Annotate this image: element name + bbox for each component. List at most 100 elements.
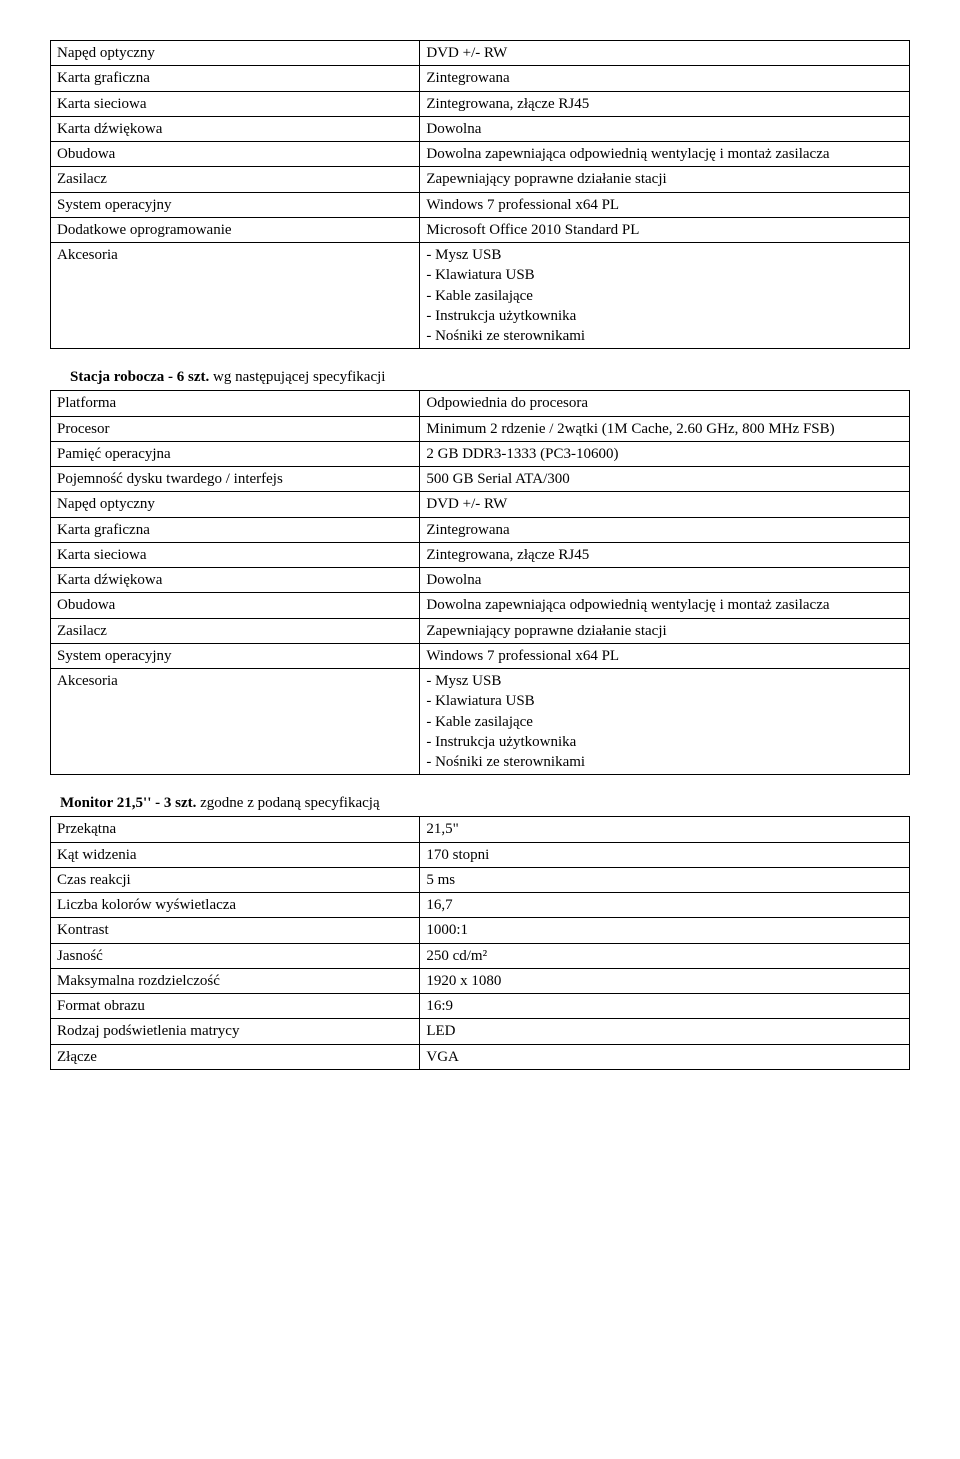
spec-value: 2 GB DDR3-1333 (PC3-10600) [420,441,910,466]
table-row: Karta dźwiękowaDowolna [51,116,910,141]
table-row: Czas reakcji5 ms [51,867,910,892]
table-row: Pamięć operacyjna2 GB DDR3-1333 (PC3-106… [51,441,910,466]
spec-value: Zintegrowana, złącze RJ45 [420,542,910,567]
spec-label: Czas reakcji [51,867,420,892]
spec-label: Liczba kolorów wyświetlacza [51,893,420,918]
spec-label: Dodatkowe oprogramowanie [51,217,420,242]
table-row: PlatformaOdpowiednia do procesora [51,391,910,416]
spec-value: Microsoft Office 2010 Standard PL [420,217,910,242]
table-row: Akcesoria- Mysz USB- Klawiatura USB- Kab… [51,669,910,775]
spec-label: Obudowa [51,142,420,167]
spec-label: Akcesoria [51,669,420,775]
table-row: Kąt widzenia170 stopni [51,842,910,867]
spec-table-1: Napęd optycznyDVD +/- RWKarta graficznaZ… [50,40,910,349]
section-3-bold: Monitor 21,5'' - 3 szt. [60,795,196,811]
table-2: PlatformaOdpowiednia do procesoraProceso… [50,390,910,775]
table-row: System operacyjnyWindows 7 professional … [51,643,910,668]
spec-label: Karta graficzna [51,66,420,91]
spec-value: Dowolna [420,116,910,141]
spec-value: Dowolna zapewniająca odpowiednią wentyla… [420,593,910,618]
table-row: Napęd optycznyDVD +/- RW [51,492,910,517]
table-1: Napęd optycznyDVD +/- RWKarta graficznaZ… [50,40,910,349]
spec-label: Format obrazu [51,994,420,1019]
spec-value: DVD +/- RW [420,492,910,517]
spec-value: Dowolna [420,568,910,593]
table-row: Akcesoria- Mysz USB- Klawiatura USB- Kab… [51,243,910,349]
spec-value: - Mysz USB- Klawiatura USB- Kable zasila… [420,669,910,775]
spec-value: 500 GB Serial ATA/300 [420,467,910,492]
spec-label: Przekątna [51,817,420,842]
table-row: ProcesorMinimum 2 rdzenie / 2wątki (1M C… [51,416,910,441]
spec-label: Karta graficzna [51,517,420,542]
table-row: Format obrazu16:9 [51,994,910,1019]
spec-value: Zintegrowana, złącze RJ45 [420,91,910,116]
spec-label: Pamięć operacyjna [51,441,420,466]
table-row: ZłączeVGA [51,1044,910,1069]
spec-label: Zasilacz [51,618,420,643]
table-row: Przekątna21,5" [51,817,910,842]
table-row: Karta graficznaZintegrowana [51,517,910,542]
table-row: ZasilaczZapewniający poprawne działanie … [51,167,910,192]
spec-value: - Mysz USB- Klawiatura USB- Kable zasila… [420,243,910,349]
spec-value: Windows 7 professional x64 PL [420,643,910,668]
spec-value: Dowolna zapewniająca odpowiednią wentyla… [420,142,910,167]
spec-table-3: Przekątna21,5"Kąt widzenia170 stopniCzas… [50,816,910,1070]
spec-value: 250 cd/m² [420,943,910,968]
spec-label: Karta dźwiękowa [51,116,420,141]
table-row: Jasność250 cd/m² [51,943,910,968]
spec-label: Karta sieciowa [51,542,420,567]
spec-label: Karta sieciowa [51,91,420,116]
table-row: Maksymalna rozdzielczość1920 x 1080 [51,968,910,993]
spec-label: Kontrast [51,918,420,943]
spec-table-2: PlatformaOdpowiednia do procesoraProceso… [50,390,910,775]
section-2-rest: wg następującej specyfikacji [209,369,385,385]
spec-value: Zintegrowana [420,517,910,542]
spec-value: Zapewniający poprawne działanie stacji [420,167,910,192]
spec-label: System operacyjny [51,192,420,217]
spec-value: LED [420,1019,910,1044]
table-row: Dodatkowe oprogramowanieMicrosoft Office… [51,217,910,242]
spec-label: Jasność [51,943,420,968]
spec-value: Zintegrowana [420,66,910,91]
spec-label: Zasilacz [51,167,420,192]
spec-value: 1000:1 [420,918,910,943]
spec-value: VGA [420,1044,910,1069]
section-2-bold: Stacja robocza - 6 szt. [70,369,209,385]
table-row: Karta sieciowaZintegrowana, złącze RJ45 [51,91,910,116]
spec-label: Napęd optyczny [51,492,420,517]
spec-value: 170 stopni [420,842,910,867]
spec-label: System operacyjny [51,643,420,668]
table-row: Napęd optycznyDVD +/- RW [51,41,910,66]
table-row: Rodzaj podświetlenia matrycyLED [51,1019,910,1044]
table-row: Karta dźwiękowaDowolna [51,568,910,593]
spec-label: Akcesoria [51,243,420,349]
section-title-3: Monitor 21,5'' - 3 szt. zgodne z podaną … [50,795,910,812]
spec-value: 21,5" [420,817,910,842]
table-row: System operacyjnyWindows 7 professional … [51,192,910,217]
table-row: Liczba kolorów wyświetlacza16,7 [51,893,910,918]
table-row: ObudowaDowolna zapewniająca odpowiednią … [51,593,910,618]
table-row: Pojemność dysku twardego / interfejs500 … [51,467,910,492]
spec-label: Kąt widzenia [51,842,420,867]
spec-value: 5 ms [420,867,910,892]
section-3-rest: zgodne z podaną specyfikacją [196,795,379,811]
table-row: Kontrast1000:1 [51,918,910,943]
spec-value: Minimum 2 rdzenie / 2wątki (1M Cache, 2.… [420,416,910,441]
spec-value: 16,7 [420,893,910,918]
spec-value: 16:9 [420,994,910,1019]
table-row: Karta sieciowaZintegrowana, złącze RJ45 [51,542,910,567]
table-row: Karta graficznaZintegrowana [51,66,910,91]
spec-label: Rodzaj podświetlenia matrycy [51,1019,420,1044]
table-row: ZasilaczZapewniający poprawne działanie … [51,618,910,643]
spec-value: Windows 7 professional x64 PL [420,192,910,217]
spec-label: Pojemność dysku twardego / interfejs [51,467,420,492]
table-row: ObudowaDowolna zapewniająca odpowiednią … [51,142,910,167]
section-title-2: Stacja robocza - 6 szt. wg następującej … [50,369,910,386]
spec-label: Napęd optyczny [51,41,420,66]
spec-label: Maksymalna rozdzielczość [51,968,420,993]
spec-value: Odpowiednia do procesora [420,391,910,416]
spec-value: DVD +/- RW [420,41,910,66]
spec-label: Karta dźwiękowa [51,568,420,593]
spec-value: 1920 x 1080 [420,968,910,993]
spec-label: Obudowa [51,593,420,618]
